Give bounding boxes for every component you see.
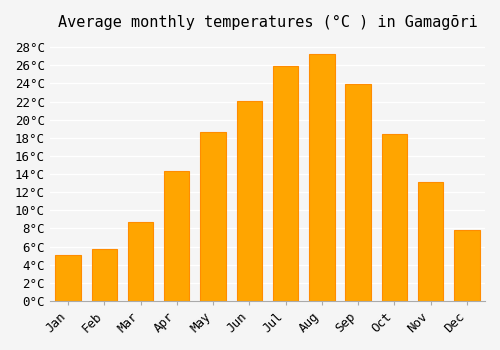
Bar: [454, 230, 479, 301]
Bar: [128, 222, 153, 301]
Bar: [382, 134, 407, 301]
Bar: [418, 182, 444, 301]
Bar: [200, 132, 226, 301]
Bar: [236, 101, 262, 301]
Bar: [92, 249, 117, 301]
Bar: [56, 255, 80, 301]
Bar: [164, 171, 190, 301]
Bar: [309, 55, 334, 301]
Bar: [346, 84, 371, 301]
Bar: [273, 66, 298, 301]
Title: Average monthly temperatures (°C ) in Gamagōri: Average monthly temperatures (°C ) in Ga…: [58, 15, 478, 30]
